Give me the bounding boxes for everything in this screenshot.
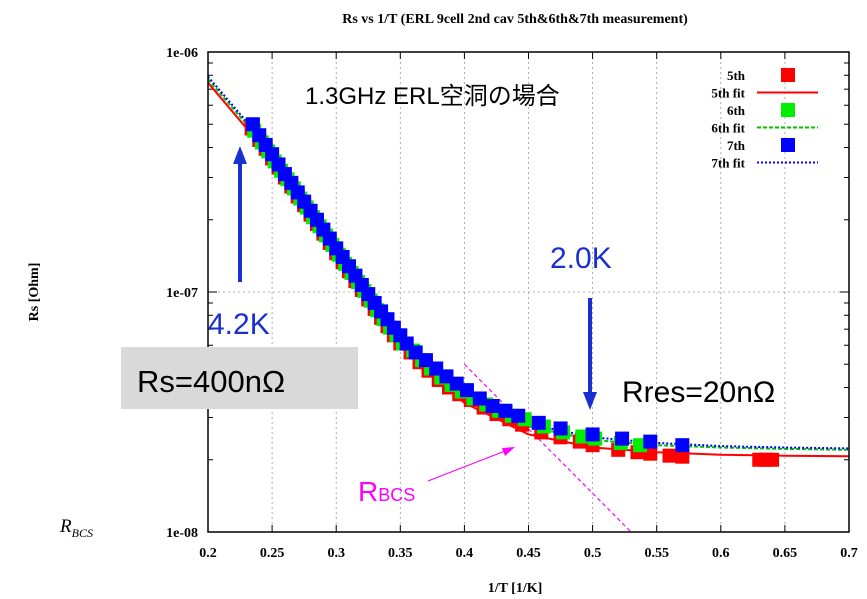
arrow-4k2-head <box>233 146 247 164</box>
label-2k0: 2.0K <box>550 242 612 275</box>
legend-label: 5th fit <box>711 86 745 101</box>
data-point-5th <box>662 448 677 463</box>
label-4k2: 4.2K <box>208 308 270 341</box>
data-point-7th <box>485 398 500 413</box>
data-point-7th <box>459 383 474 398</box>
arrow-2k0-head <box>583 392 597 410</box>
x-axis-label: 1/T [1/K] <box>488 581 543 596</box>
data-points <box>244 117 780 467</box>
legend-label: 7th fit <box>711 156 745 171</box>
data-point-5th <box>765 452 780 467</box>
x-tick-label: 0.65 <box>773 546 798 561</box>
rbcs-line-group <box>463 363 632 533</box>
rbcs-pointer-head <box>502 447 515 456</box>
x-tick-label: 0.25 <box>260 546 285 561</box>
legend-swatch <box>781 68 795 82</box>
x-tick-label: 0.2 <box>199 546 217 561</box>
legend-label: 6th <box>727 103 746 118</box>
data-point-7th <box>675 438 690 453</box>
x-tick-label: 0.5 <box>584 546 602 561</box>
rbcs-label: RBCS <box>358 476 415 507</box>
data-point-5th <box>675 449 690 464</box>
tick-labels: 0.2 0.25 0.3 0.35 0.4 0.45 0.5 0.55 0.6 0.65 0.7 1e… <box>166 46 858 561</box>
rres-label: Rres=20nΩ <box>622 376 775 409</box>
chart-title: Rs vs 1/T (ERL 9cell 2nd cav 5th&6th&7th… <box>342 12 688 27</box>
rbcs-line <box>463 363 632 533</box>
x-tick-label: 0.4 <box>456 546 474 561</box>
legend-label: 6th fit <box>711 121 745 136</box>
data-point-7th <box>498 403 513 418</box>
x-tick-label: 0.7 <box>840 546 858 561</box>
x-tick-label: 0.55 <box>644 546 669 561</box>
legend-label: 5th <box>727 68 746 83</box>
legend-label: 7th <box>727 138 746 153</box>
data-point-7th <box>511 408 526 423</box>
y-tick-label: 1e-06 <box>166 46 198 61</box>
rbcs-pointer <box>427 450 506 482</box>
data-point-7th <box>643 434 658 449</box>
data-point-7th <box>472 391 487 406</box>
cavity-annotation: 1.3GHz ERL空洞の場合 <box>305 83 560 110</box>
rbcs-axis-label: RBCS <box>59 516 93 540</box>
data-point-7th <box>531 415 546 430</box>
x-tick-label: 0.35 <box>388 546 413 561</box>
y-tick-label: 1e-08 <box>166 526 198 541</box>
data-point-7th <box>585 427 600 442</box>
legend: 5th 5th fit 6th 6th fit 7th 7th fit <box>711 68 818 171</box>
y-axis-label: Rs [Ohm] <box>27 263 42 322</box>
plot-frame <box>207 51 850 533</box>
rs-box <box>121 347 358 409</box>
y-tick-label: 1e-07 <box>166 286 198 301</box>
data-point-7th <box>245 117 260 132</box>
x-tick-label: 0.6 <box>712 546 730 561</box>
x-tick-label: 0.45 <box>516 546 541 561</box>
rs-box-label: Rs=400nΩ <box>137 364 285 399</box>
x-tick-label: 0.3 <box>327 546 345 561</box>
data-point-7th <box>615 431 630 446</box>
data-point-7th <box>553 421 568 436</box>
legend-swatch <box>781 138 795 152</box>
legend-swatch <box>781 103 795 117</box>
